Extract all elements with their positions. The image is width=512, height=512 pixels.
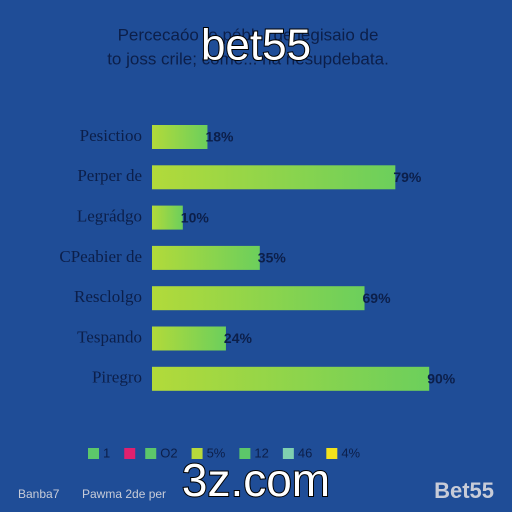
legend-swatch [191, 448, 203, 459]
value-label: 24% [224, 330, 253, 346]
value-label: 79% [393, 169, 422, 185]
legend-swatch [239, 448, 251, 459]
category-label: CPeabier de [59, 247, 142, 266]
legend-label: 12 [254, 445, 268, 460]
value-label: 90% [427, 371, 456, 387]
value-label: 69% [363, 290, 392, 306]
value-label: 35% [258, 250, 287, 266]
watermark: bet55 [201, 21, 311, 70]
category-label: Resclolgo [74, 287, 142, 306]
legend-label: O2 [160, 445, 177, 460]
value-label: 10% [181, 209, 210, 225]
legend-swatch [282, 448, 294, 459]
bar [152, 286, 365, 311]
bar [152, 326, 226, 351]
legend-label: 1 [103, 445, 110, 460]
legend-label: 46 [298, 445, 312, 460]
category-label: Legrádgo [77, 207, 142, 226]
legend-swatch [124, 448, 136, 459]
legend-label: 5% [207, 445, 226, 460]
footer-text: Pawma 2de per [82, 487, 166, 501]
bar [152, 366, 430, 391]
legend-swatch [326, 448, 338, 459]
brand: Bet55 [434, 478, 494, 503]
bar [152, 125, 208, 149]
plot: Percecaóo to pébl... de jegisaio de to jo… [59, 25, 455, 460]
category-label: Piregro [92, 368, 142, 387]
category-label: Tespando [77, 327, 142, 346]
footer-text: Banba7 [18, 487, 60, 501]
chart-title: Percecaóo to pébl... de jegisaio de [118, 25, 379, 44]
bar [152, 205, 183, 230]
legend-label: 4% [341, 445, 360, 460]
legend-swatch [88, 448, 99, 459]
bar [152, 245, 260, 270]
value-label: 18% [205, 129, 234, 145]
chart-title: to joss crile; come... na nesupdebata. [107, 49, 389, 68]
bar [152, 165, 396, 190]
category-label: Perper de [77, 166, 142, 185]
category-label: Pesictioo [80, 126, 142, 145]
watermark: 3z.com [182, 454, 330, 506]
legend-swatch [145, 448, 157, 459]
